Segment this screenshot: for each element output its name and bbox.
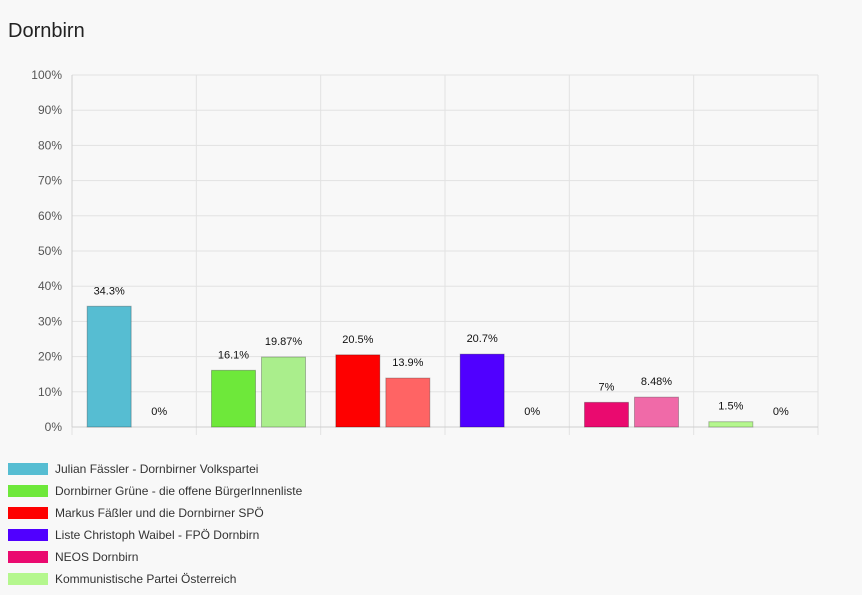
legend-swatch bbox=[8, 529, 48, 541]
bar bbox=[211, 369, 256, 428]
y-tick-label: 50% bbox=[38, 244, 62, 258]
data-label: 34.3% bbox=[94, 285, 125, 297]
legend-label: Markus Fäßler und die Dornbirner SPÖ bbox=[55, 506, 264, 520]
y-tick-label: 30% bbox=[38, 314, 62, 328]
legend-swatch bbox=[8, 551, 48, 563]
y-tick-label: 60% bbox=[38, 209, 62, 223]
data-label: 13.9% bbox=[392, 357, 423, 369]
legend-label: Julian Fässler - Dornbirner Volkspartei bbox=[55, 462, 259, 476]
legend-item[interactable]: Dornbirner Grüne - die offene BürgerInne… bbox=[8, 480, 302, 502]
y-tick-label: 0% bbox=[45, 420, 63, 434]
bar bbox=[86, 305, 132, 428]
data-label: 0% bbox=[524, 406, 540, 418]
legend-item[interactable]: NEOS Dornbirn bbox=[8, 546, 302, 568]
bar-chart: 0% 10% 20% 30% 40% 50% 60% 70% 80% 90% 100% 34.3% 0%… bbox=[31, 68, 819, 435]
data-label: 0% bbox=[773, 406, 789, 418]
bar bbox=[634, 396, 679, 428]
data-label: 7% bbox=[599, 381, 615, 393]
legend-item[interactable]: Liste Christoph Waibel - FPÖ Dornbirn bbox=[8, 524, 302, 546]
data-label: 1.5% bbox=[718, 401, 743, 413]
page-title: Dornbirn bbox=[8, 20, 85, 42]
bar bbox=[385, 377, 431, 428]
bar bbox=[584, 401, 629, 428]
legend-item[interactable]: Kommunistische Partei Österreich bbox=[8, 568, 302, 590]
data-label: 0% bbox=[151, 406, 167, 418]
legend-swatch bbox=[8, 463, 48, 475]
y-tick-label: 80% bbox=[38, 138, 62, 152]
data-label: 8.48% bbox=[641, 376, 672, 388]
bar bbox=[261, 356, 306, 428]
legend-swatch bbox=[8, 573, 48, 585]
y-tick-label: 20% bbox=[38, 350, 62, 364]
bar bbox=[335, 354, 381, 428]
y-tick-label: 90% bbox=[38, 103, 62, 117]
data-label: 20.5% bbox=[342, 334, 373, 346]
data-label: 16.1% bbox=[218, 349, 249, 361]
y-tick-label: 10% bbox=[38, 385, 62, 399]
y-tick-label: 70% bbox=[38, 174, 62, 188]
legend-label: Kommunistische Partei Österreich bbox=[55, 572, 237, 586]
bar bbox=[459, 353, 505, 428]
chart-legend: Julian Fässler - Dornbirner Volkspartei D… bbox=[8, 458, 302, 590]
legend-item[interactable]: Julian Fässler - Dornbirner Volkspartei bbox=[8, 458, 302, 480]
data-label: 19.87% bbox=[265, 336, 303, 348]
bar bbox=[708, 421, 754, 428]
legend-label: NEOS Dornbirn bbox=[55, 550, 139, 564]
legend-label: Dornbirner Grüne - die offene BürgerInne… bbox=[55, 484, 303, 498]
y-tick-label: 40% bbox=[38, 279, 62, 293]
y-tick-label: 100% bbox=[31, 68, 62, 82]
data-label: 20.7% bbox=[467, 333, 498, 345]
legend-label: Liste Christoph Waibel - FPÖ Dornbirn bbox=[55, 528, 260, 542]
legend-item[interactable]: Markus Fäßler und die Dornbirner SPÖ bbox=[8, 502, 302, 524]
legend-swatch bbox=[8, 485, 48, 497]
legend-swatch bbox=[8, 507, 48, 519]
